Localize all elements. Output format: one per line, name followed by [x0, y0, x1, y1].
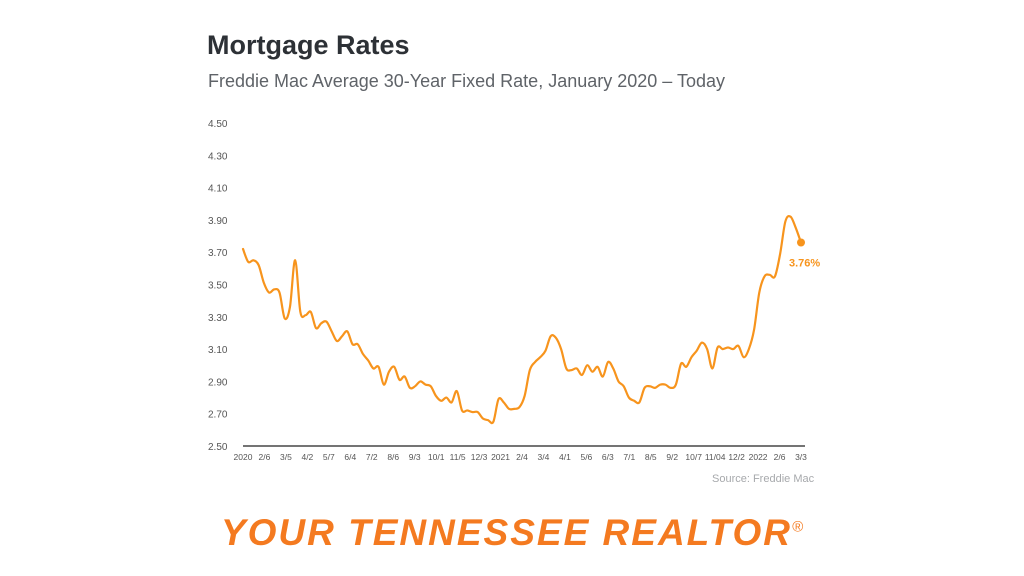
x-tick-label: 5/7: [323, 452, 335, 462]
source-note: Source: Freddie Mac: [712, 473, 815, 485]
y-tick-label: 3.30: [208, 313, 228, 324]
latest-rate-marker: [797, 238, 805, 247]
y-tick-label: 2.90: [208, 377, 228, 388]
x-tick-label: 7/1: [623, 452, 635, 462]
y-tick-label: 3.10: [208, 345, 228, 356]
rate-series-line: [241, 214, 803, 425]
x-tick-label: 8/5: [645, 452, 657, 462]
x-tick-label: 11/04: [705, 452, 726, 462]
x-tick-label: 6/3: [602, 452, 614, 462]
x-tick-label: 11/5: [450, 452, 466, 462]
x-tick-label: 10/1: [428, 452, 445, 462]
x-tick-label: 12/2: [728, 452, 745, 462]
y-tick-label: 2.50: [208, 442, 228, 453]
x-tick-label: 6/4: [344, 452, 356, 462]
page-title: Mortgage Rates: [207, 30, 410, 60]
x-tick-label: 3/3: [795, 452, 807, 462]
x-tick-label: 4/2: [301, 452, 313, 462]
y-tick-label: 4.30: [208, 151, 228, 162]
x-tick-label: 3/4: [538, 452, 550, 462]
x-tick-label: 9/2: [666, 452, 678, 462]
y-tick-label: 4.10: [208, 184, 228, 195]
brand-name: YOUR TENNESSEE REALTOR: [220, 512, 792, 553]
page-subtitle: Freddie Mac Average 30-Year Fixed Rate, …: [208, 71, 725, 91]
x-tick-label: 2/6: [259, 452, 271, 462]
x-tick-label: 3/5: [280, 452, 292, 462]
y-tick-label: 3.50: [208, 281, 228, 292]
x-tick-label: 10/7: [685, 452, 702, 462]
x-tick-label: 2022: [749, 452, 768, 462]
x-tick-label: 12/3: [471, 452, 488, 462]
x-tick-label: 2/6: [774, 452, 786, 462]
y-tick-label: 3.90: [208, 216, 228, 227]
brand-logo: YOUR TENNESSEE REALTOR®: [0, 512, 1024, 554]
registered-mark: ®: [791, 518, 804, 536]
x-tick-label: 4/1: [559, 452, 571, 462]
x-tick-label: 2/4: [516, 452, 528, 462]
x-tick-label: 7/2: [366, 452, 378, 462]
x-tick-label: 8/6: [387, 452, 399, 462]
y-tick-label: 2.70: [208, 410, 228, 421]
y-tick-label: 4.50: [208, 119, 228, 130]
x-tick-label: 2021: [491, 452, 510, 462]
x-tick-label: 5/6: [580, 452, 592, 462]
latest-rate-label: 3.76%: [789, 258, 820, 270]
x-tick-label: 2020: [234, 452, 253, 462]
x-tick-label: 9/3: [409, 452, 421, 462]
y-tick-label: 3.70: [208, 248, 228, 259]
